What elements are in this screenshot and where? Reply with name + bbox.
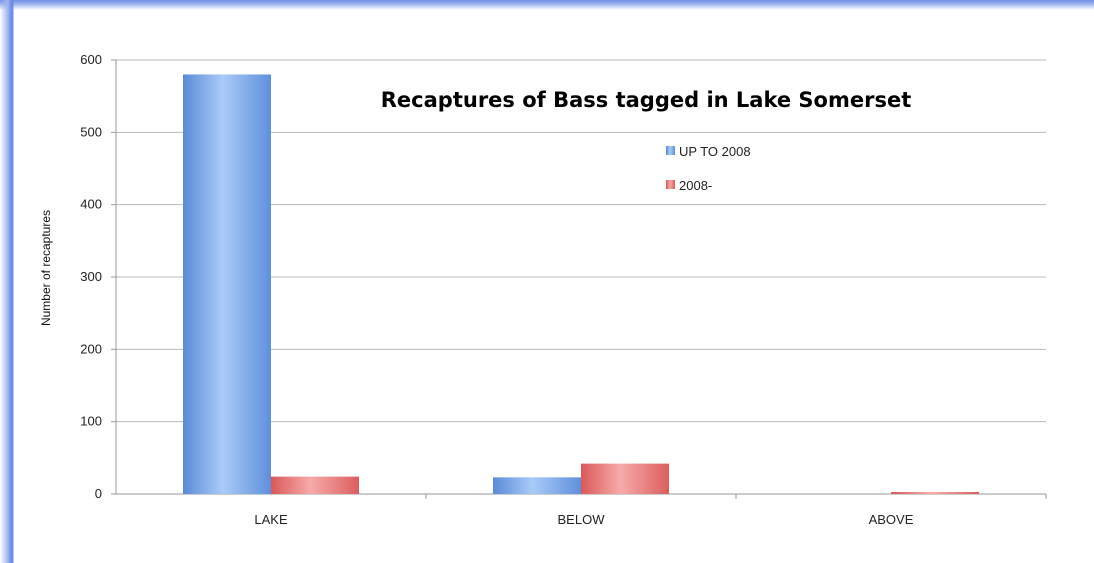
bar-lake-series-1 (271, 476, 359, 494)
legend: UP TO 2008 2008- (666, 144, 751, 193)
bar-below-series-0 (493, 477, 581, 494)
legend-label-up-to-2008: UP TO 2008 (679, 144, 751, 159)
y-tick-label-300: 300 (80, 269, 102, 284)
y-tick-label-500: 500 (80, 124, 102, 139)
y-tick-label-100: 100 (80, 414, 102, 429)
legend-swatch-2008 (666, 180, 675, 189)
bar-below-series-1 (581, 463, 669, 494)
x-tick-label-lake: LAKE (254, 512, 288, 527)
tick-labels: 0 100 200 300 400 500 600 LAKE BELOW ABOVE (80, 52, 913, 527)
y-tick-label-600: 600 (80, 52, 102, 67)
bars (183, 74, 979, 494)
x-tick-label-below: BELOW (558, 512, 606, 527)
x-tick-label-above: ABOVE (869, 512, 914, 527)
y-tick-label-400: 400 (80, 197, 102, 212)
bar-above-series-1 (891, 492, 979, 494)
y-tick-label-0: 0 (95, 486, 102, 501)
legend-label-2008: 2008- (679, 178, 712, 193)
chart-title: Recaptures of Bass tagged in Lake Somers… (381, 88, 911, 112)
y-axis-label: Number of recaptures (39, 210, 53, 326)
bar-lake-series-0 (183, 74, 271, 494)
legend-swatch-up-to-2008 (666, 146, 675, 155)
y-tick-label-200: 200 (80, 341, 102, 356)
